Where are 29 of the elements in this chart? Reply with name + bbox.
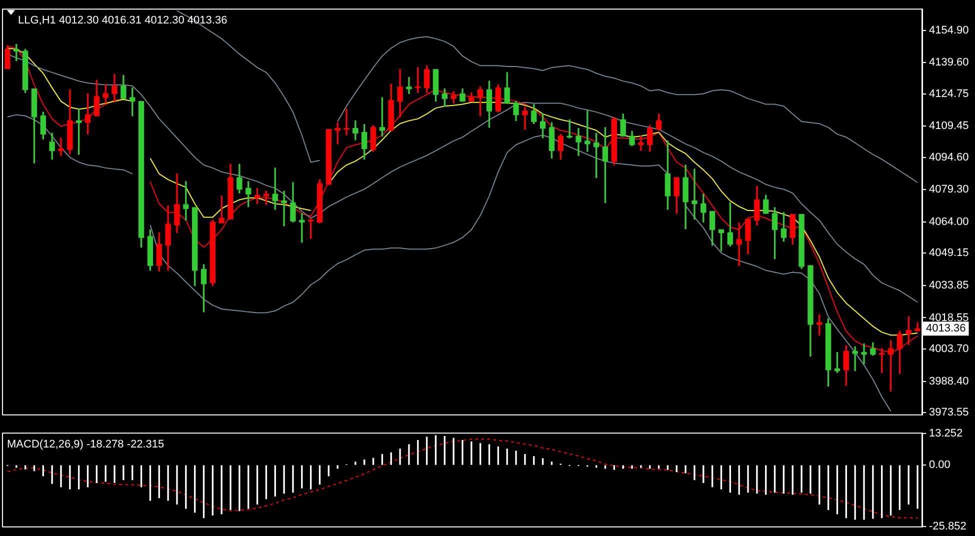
y-tick-label: 4139.60	[929, 56, 969, 69]
text: 4013.36	[926, 322, 966, 335]
y-tick-label: 3973.55	[929, 406, 969, 419]
candlestick	[522, 106, 528, 130]
candlestick	[344, 108, 350, 136]
y-tick-label: 3988.40	[929, 375, 969, 388]
y-tick-label: 4109.45	[929, 120, 969, 132]
y-tick-label: 4124.75	[929, 88, 969, 100]
candlestick	[58, 138, 64, 156]
y-tick-label: 4033.85	[929, 280, 969, 292]
candlestick	[861, 343, 867, 364]
y-tick-label: -25.852	[929, 520, 966, 532]
candlestick	[638, 136, 644, 151]
line-series	[6, 438, 918, 518]
y-tick-label: 4049.15	[929, 247, 969, 260]
y-tick-label: 4079.30	[929, 184, 969, 196]
text: MACD(12,26,9) -18.278 -22.315	[7, 438, 164, 451]
y-tick-label: 4064.00	[929, 216, 969, 228]
candlestick	[576, 128, 582, 156]
candlestick	[566, 119, 572, 138]
candlestick	[692, 168, 698, 220]
y-tick-label: 13.252	[929, 428, 963, 440]
y-tick-label: 4094.60	[929, 151, 969, 164]
y-tick-label: 0.00	[929, 459, 950, 472]
y-tick-label: 4154.90	[929, 24, 969, 36]
candlestick	[406, 76, 412, 94]
y-tick-label: 4003.70	[929, 343, 969, 356]
y-tick-label: 4018.55	[929, 312, 969, 324]
candlestick	[281, 190, 287, 226]
